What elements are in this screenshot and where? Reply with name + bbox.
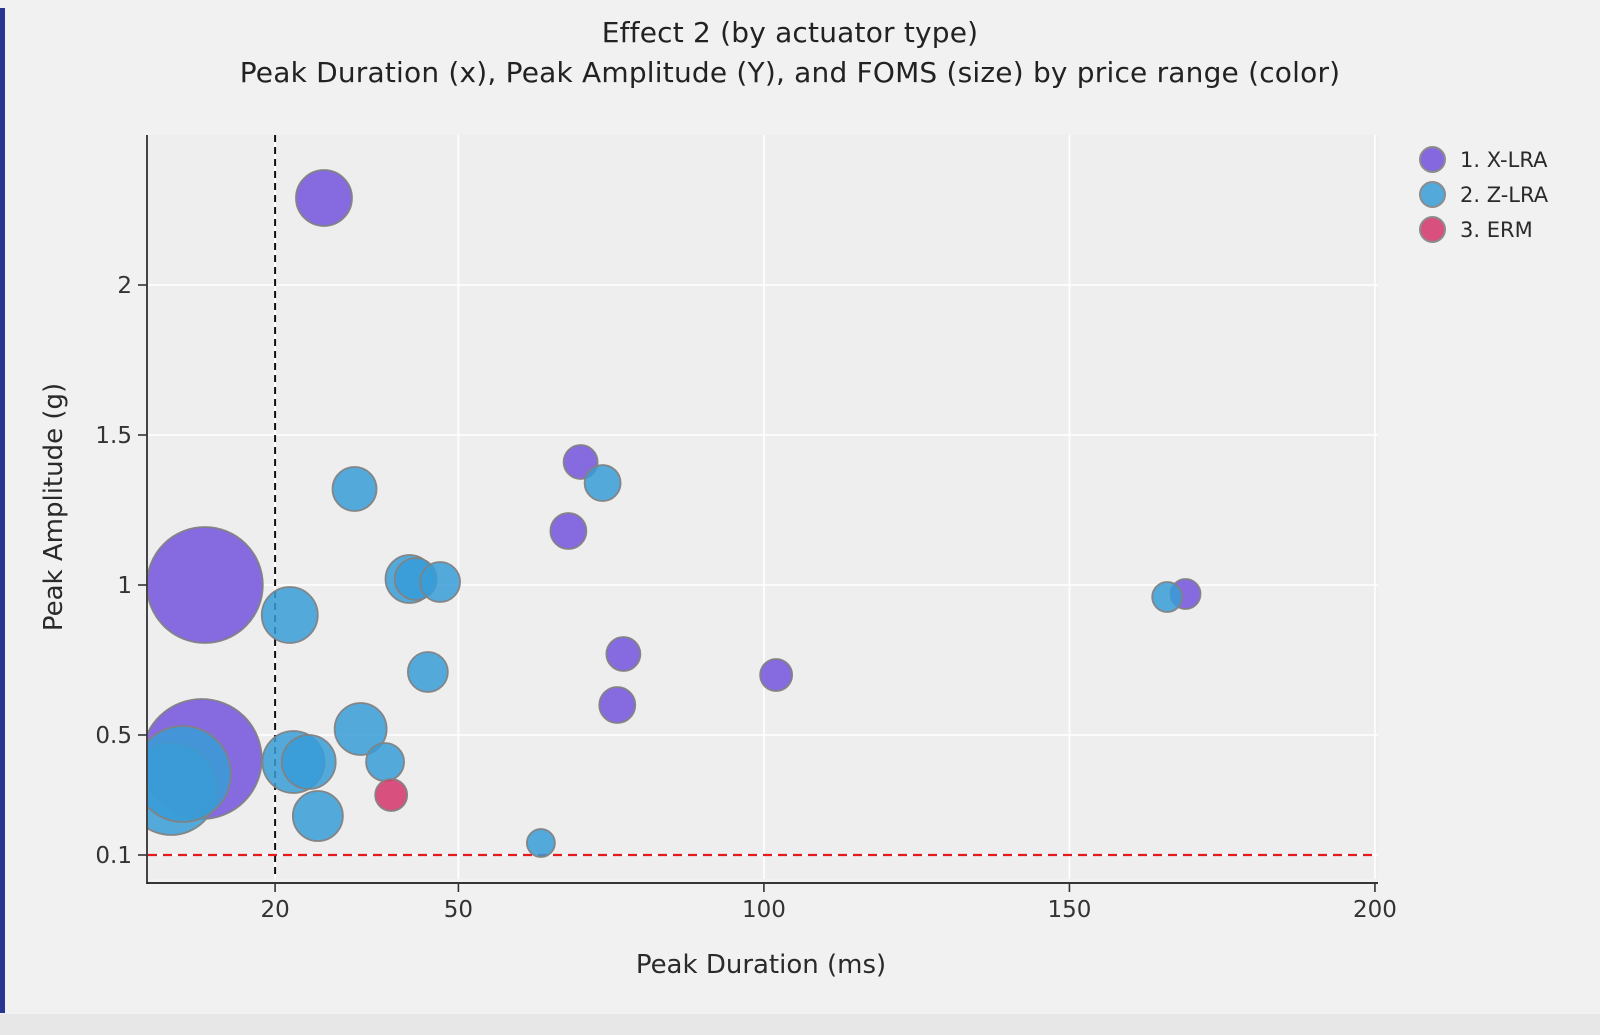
bubble-z-lra[interactable] [1151,581,1184,613]
y-tick-label-2: 2 [117,273,132,299]
legend-swatch-z-lra-icon [1419,181,1446,208]
x-tick-label-100: 100 [742,897,786,923]
legend-swatch-x-lra-icon [1419,146,1446,173]
legend-swatch-erm-icon [1419,216,1446,243]
bubble-x-lra[interactable] [759,658,794,692]
bubble-x-lra[interactable] [295,169,353,227]
x-tick-label-150: 150 [1047,897,1091,923]
bubble-z-lra[interactable] [583,464,622,502]
bubble-x-lra[interactable] [549,512,588,550]
bubble-z-lra[interactable] [419,561,461,603]
bubble-z-lra[interactable] [365,742,405,782]
legend-label-z-lra: 2. Z-LRA [1460,182,1549,207]
x-tick-label-50: 50 [444,897,473,923]
legend-item-erm[interactable]: 3. ERM [1419,216,1548,243]
y-tick-label-1: 1 [117,573,132,599]
bubble-z-lra[interactable] [525,828,556,858]
chart-title: Effect 2 (by actuator type) [601,16,979,49]
x-tick-label-20: 20 [260,897,289,923]
y-tick-label-0.5: 0.5 [95,723,132,749]
bubble-z-lra[interactable] [406,651,449,693]
x-tick-label-200: 200 [1353,897,1397,923]
bubble-x-lra[interactable] [147,526,264,644]
bubble-z-lra[interactable] [331,466,378,512]
bubble-x-lra[interactable] [605,636,642,672]
bubble-z-lra[interactable] [333,702,388,756]
legend-item-x-lra[interactable]: 1. X-LRA [1419,146,1548,173]
legend-label-erm: 3. ERM [1460,217,1533,242]
bubble-erm[interactable] [374,778,409,812]
y-axis-title: Peak Amplitude (g) [39,383,69,631]
legend-item-z-lra[interactable]: 2. Z-LRA [1419,181,1548,208]
window-edge-bottom [0,1014,1600,1035]
legend: 1. X-LRA 2. Z-LRA 3. ERM [1419,146,1548,243]
bubbles-layer [135,169,1202,858]
window-edge-left [0,8,5,1013]
bubble-z-lra[interactable] [291,790,344,842]
x-axis-title: Peak Duration (ms) [636,950,886,980]
legend-label-x-lra: 1. X-LRA [1460,147,1548,172]
y-tick-label-0.1: 0.1 [95,843,132,869]
bubble-x-lra[interactable] [598,686,637,724]
bubble-z-lra[interactable] [135,725,232,823]
bubble-z-lra[interactable] [260,586,319,644]
bubble-z-lra[interactable] [280,734,337,790]
y-tick-label-1.5: 1.5 [95,423,132,449]
chart-subtitle: Peak Duration (x), Peak Amplitude (Y), a… [239,56,1341,89]
